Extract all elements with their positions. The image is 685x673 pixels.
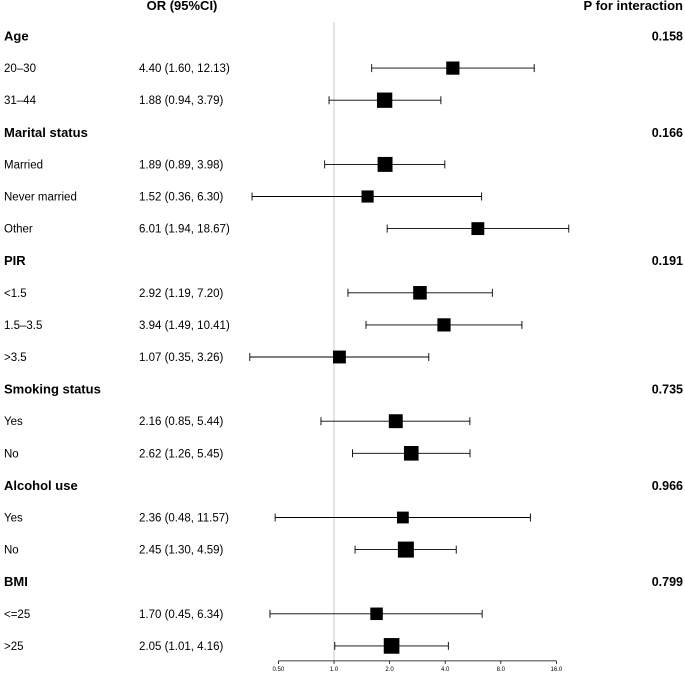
subgroup-label: >3.5 [4, 352, 27, 364]
forest-row: Yes 2.36 (0.48, 11.57) [4, 512, 530, 525]
point-estimate-marker [446, 62, 459, 75]
forest-rows: Age 0.158 20–30 4.40 (1.60, 12.13) 31–44 1.88… [4, 29, 683, 654]
group-5: BMI 0.799 <=25 1.70 (0.45, 6.34) >25 2.05 (1.… [4, 574, 683, 654]
p-interaction-value: 0.191 [652, 254, 683, 268]
forest-row: <1.5 2.92 (1.19, 7.20) [4, 286, 492, 300]
forest-row: Yes 2.16 (0.85, 5.44) [4, 414, 470, 428]
x-tick-label: 2.0 [385, 667, 394, 673]
group-label: PIR [4, 253, 26, 268]
or-ci-text: 1.88 (0.94, 3.79) [139, 95, 224, 107]
forest-row: >25 2.05 (1.01, 4.16) [4, 638, 448, 654]
subgroup-label: Married [4, 159, 43, 171]
subgroup-label: Never married [4, 192, 77, 204]
point-estimate-marker [370, 608, 383, 621]
group-label: Alcohol use [4, 478, 78, 493]
p-interaction-value: 0.966 [652, 479, 683, 493]
group-label: Marital status [4, 125, 88, 140]
subgroup-label: 20–30 [4, 63, 36, 75]
x-axis: 0.50 1.0 2.0 4.0 8.0 16.0 [273, 661, 563, 673]
forest-row: No 2.62 (1.26, 5.45) [4, 446, 470, 461]
point-estimate-marker [333, 351, 346, 364]
or-ci-text: 1.52 (0.36, 6.30) [139, 192, 224, 204]
or-ci-text: 2.62 (1.26, 5.45) [139, 448, 224, 460]
subgroup-label: <1.5 [4, 288, 27, 300]
point-estimate-marker [397, 512, 409, 524]
group-1: Marital status 0.166 Married 1.89 (0.89, 3.… [4, 125, 683, 236]
or-ci-text: 2.16 (0.85, 5.44) [139, 416, 224, 428]
subgroup-label: Yes [4, 416, 23, 428]
forest-row: >3.5 1.07 (0.35, 3.26) [4, 351, 429, 364]
p-interaction-value: 0.166 [652, 126, 683, 140]
or-ci-text: 4.40 (1.60, 12.13) [139, 63, 230, 75]
point-estimate-marker [384, 638, 400, 654]
or-ci-text: 2.92 (1.19, 7.20) [139, 288, 224, 300]
forest-row: Married 1.89 (0.89, 3.98) [4, 157, 445, 172]
x-tick-label: 1.0 [330, 667, 339, 673]
point-estimate-marker [377, 93, 392, 108]
x-tick-label: 16.0 [551, 667, 563, 673]
or-column-header: OR (95%CI) [147, 0, 218, 13]
subgroup-label: <=25 [4, 609, 30, 621]
group-label: BMI [4, 574, 28, 589]
or-ci-text: 2.36 (0.48, 11.57) [139, 513, 229, 525]
point-estimate-marker [437, 318, 450, 331]
subgroup-label: No [4, 448, 19, 460]
p-interaction-value: 0.799 [652, 575, 683, 589]
p-interaction-value: 0.158 [652, 30, 683, 44]
or-ci-text: 6.01 (1.94, 18.67) [139, 224, 230, 236]
group-0: Age 0.158 20–30 4.40 (1.60, 12.13) 31–44 1.88… [4, 29, 683, 108]
group-4: Alcohol use 0.966 Yes 2.36 (0.48, 11.57) No 2… [4, 478, 683, 558]
p-interaction-value: 0.735 [652, 383, 683, 397]
group-label: Age [4, 29, 29, 44]
point-estimate-marker [413, 286, 427, 300]
or-ci-text: 1.70 (0.45, 6.34) [139, 609, 224, 621]
point-estimate-marker [404, 446, 419, 461]
forest-row: Never married 1.52 (0.36, 6.30) [4, 190, 482, 203]
subgroup-label: 1.5–3.5 [4, 320, 42, 332]
or-ci-text: 1.89 (0.89, 3.98) [139, 159, 224, 171]
point-estimate-marker [398, 542, 414, 558]
forest-row: 31–44 1.88 (0.94, 3.79) [4, 93, 441, 108]
point-estimate-marker [471, 222, 484, 235]
subgroup-label: No [4, 545, 19, 557]
or-ci-text: 1.07 (0.35, 3.26) [139, 352, 224, 364]
point-estimate-marker [389, 414, 403, 428]
group-label: Smoking status [4, 382, 101, 397]
forest-plot: OR (95%CI) P for interaction Age 0.158 20–… [0, 0, 685, 673]
point-estimate-marker [362, 190, 374, 202]
forest-row: <=25 1.70 (0.45, 6.34) [4, 608, 482, 621]
subgroup-label: >25 [4, 641, 24, 653]
or-ci-text: 2.45 (1.30, 4.59) [139, 545, 224, 557]
subgroup-label: Yes [4, 513, 23, 525]
x-tick-label: 8.0 [497, 667, 506, 673]
forest-row: Other 6.01 (1.94, 18.67) [4, 222, 569, 235]
subgroup-label: Other [4, 224, 33, 236]
p-interaction-column-header: P for interaction [584, 0, 684, 13]
forest-row: 1.5–3.5 3.94 (1.49, 10.41) [4, 318, 522, 332]
or-ci-text: 2.05 (1.01, 4.16) [139, 641, 224, 653]
point-estimate-marker [378, 157, 393, 172]
or-ci-text: 3.94 (1.49, 10.41) [139, 320, 230, 332]
x-tick-label: 0.50 [273, 667, 285, 673]
forest-row: No 2.45 (1.30, 4.59) [4, 542, 456, 558]
x-tick-label: 4.0 [441, 667, 450, 673]
subgroup-label: 31–44 [4, 95, 37, 107]
group-2: PIR 0.191 <1.5 2.92 (1.19, 7.20) 1.5–3.5 3.94… [4, 253, 683, 364]
forest-row: 20–30 4.40 (1.60, 12.13) [4, 62, 534, 76]
group-3: Smoking status 0.735 Yes 2.16 (0.85, 5.44) N… [4, 382, 683, 461]
